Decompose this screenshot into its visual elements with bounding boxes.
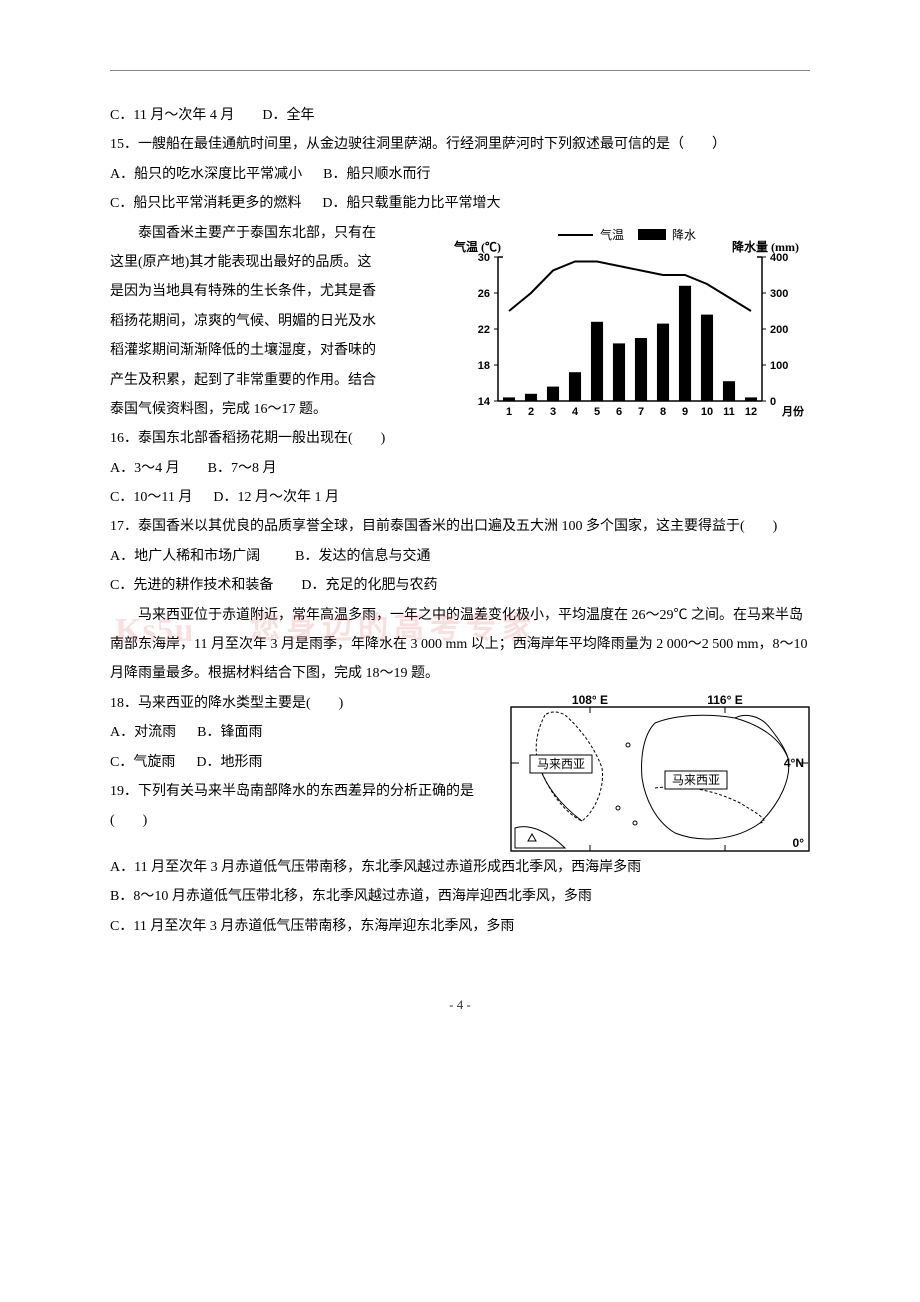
q14-option-d: D．全年 — [262, 108, 314, 123]
q15-option-b: B．船只顺水而行 — [323, 167, 430, 182]
svg-text:14: 14 — [478, 396, 491, 408]
svg-text:26: 26 — [478, 288, 490, 300]
svg-text:9: 9 — [682, 406, 688, 418]
svg-text:3: 3 — [550, 406, 556, 418]
svg-text:12: 12 — [745, 406, 757, 418]
q18-option-d: D．地形雨 — [196, 755, 262, 770]
svg-text:30: 30 — [478, 252, 490, 264]
q18-option-c: C．气旋雨 — [110, 755, 175, 770]
q19-option-a: A．11 月至次年 3 月赤道低气压带南移，东北季风越过赤道形成西北季风，西海岸… — [110, 853, 810, 882]
svg-text:8: 8 — [660, 406, 666, 418]
svg-text:4: 4 — [572, 406, 579, 418]
svg-text:1: 1 — [506, 406, 512, 418]
q14-options-cd: C．11 月～次年 4 月 D．全年 — [110, 101, 810, 130]
svg-text:2: 2 — [528, 406, 534, 418]
q15-options-ab: A．船只的吃水深度比平常减小 B．船只顺水而行 — [110, 160, 810, 189]
svg-text:116° E: 116° E — [707, 693, 743, 707]
svg-text:7: 7 — [638, 406, 644, 418]
climate-chart: 气温降水气温 (℃)降水量 (mm)1418222630010020030040… — [450, 223, 810, 423]
svg-text:降水: 降水 — [672, 228, 696, 242]
svg-text:马来西亚: 马来西亚 — [672, 773, 720, 787]
q16-options-ab: A．3～4 月 B．7～8 月 — [110, 454, 810, 483]
q16-option-d: D．12 月～次年 1 月 — [213, 490, 339, 505]
svg-text:108° E: 108° E — [572, 693, 608, 707]
q16-stem: 16．泰国东北部香稻扬花期一般出现在( ) — [110, 424, 810, 453]
svg-text:400: 400 — [770, 252, 788, 264]
top-rule — [110, 70, 810, 71]
svg-text:6: 6 — [616, 406, 622, 418]
q15-options-cd: C．船只比平常消耗更多的燃料 D．船只载重能力比平常增大 — [110, 189, 810, 218]
q15-option-d: D．船只载重能力比平常增大 — [322, 196, 500, 211]
q17-option-c: C．先进的耕作技术和装备 — [110, 578, 273, 593]
svg-text:5: 5 — [594, 406, 600, 418]
svg-text:降水量 (mm): 降水量 (mm) — [732, 239, 799, 254]
q17-options-ab: A．地广人稀和市场广阔 B．发达的信息与交通 — [110, 542, 810, 571]
q18-option-b: B．锋面雨 — [197, 725, 262, 740]
q17-option-a: A．地广人稀和市场广阔 — [110, 549, 260, 564]
svg-text:18: 18 — [478, 360, 490, 372]
q19-option-b: B．8～10 月赤道低气压带北移，东北季风越过赤道，西海岸迎西北季风，多雨 — [110, 882, 810, 911]
q15-option-c: C．船只比平常消耗更多的燃料 — [110, 196, 301, 211]
svg-text:马来西亚: 马来西亚 — [537, 757, 585, 771]
q15-stem: 15．一艘船在最佳通航时间里，从金边驶往洞里萨湖。行经洞里萨河时下列叙述最可信的… — [110, 130, 810, 159]
svg-text:0°: 0° — [793, 836, 805, 850]
passage-malaysia: 马来西亚位于赤道附近，常年高温多雨，一年之中的温差变化极小，平均温度在 26～2… — [110, 601, 810, 689]
svg-text:100: 100 — [770, 360, 788, 372]
svg-text:11: 11 — [723, 406, 735, 418]
svg-text:200: 200 — [770, 324, 788, 336]
q17-stem: 17．泰国香米以其优良的品质享誉全球，目前泰国香米的出口遍及五大洲 100 多个… — [110, 512, 810, 541]
page: C．11 月～次年 4 月 D．全年 15．一艘船在最佳通航时间里，从金边驶往洞… — [0, 0, 920, 1058]
q16-option-c: C．10～11 月 — [110, 490, 192, 505]
q19-option-c: C．11 月至次年 3 月赤道低气压带南移，东海岸迎东北季风，多雨 — [110, 912, 810, 941]
q15-option-a: A．船只的吃水深度比平常减小 — [110, 167, 302, 182]
svg-text:月份: 月份 — [781, 404, 805, 418]
svg-text:气温: 气温 — [600, 227, 624, 242]
malaysia-map: 108° E116° E4°N0°马来西亚马来西亚 — [510, 693, 810, 853]
page-number: - 4 - — [110, 991, 810, 1018]
q16-option-a: A．3～4 月 — [110, 461, 180, 476]
q17-option-d: D．充足的化肥与农药 — [301, 578, 437, 593]
svg-text:22: 22 — [478, 324, 490, 336]
svg-text:10: 10 — [701, 406, 713, 418]
q17-option-b: B．发达的信息与交通 — [295, 549, 430, 564]
q16-options-cd: C．10～11 月 D．12 月～次年 1 月 — [110, 483, 810, 512]
q16-option-b: B．7～8 月 — [208, 461, 277, 476]
svg-text:300: 300 — [770, 288, 788, 300]
q14-option-c: C．11 月～次年 4 月 — [110, 108, 234, 123]
q18-option-a: A．对流雨 — [110, 725, 176, 740]
q17-options-cd: C．先进的耕作技术和装备 D．充足的化肥与农药 — [110, 571, 810, 600]
svg-text:0: 0 — [770, 396, 776, 408]
